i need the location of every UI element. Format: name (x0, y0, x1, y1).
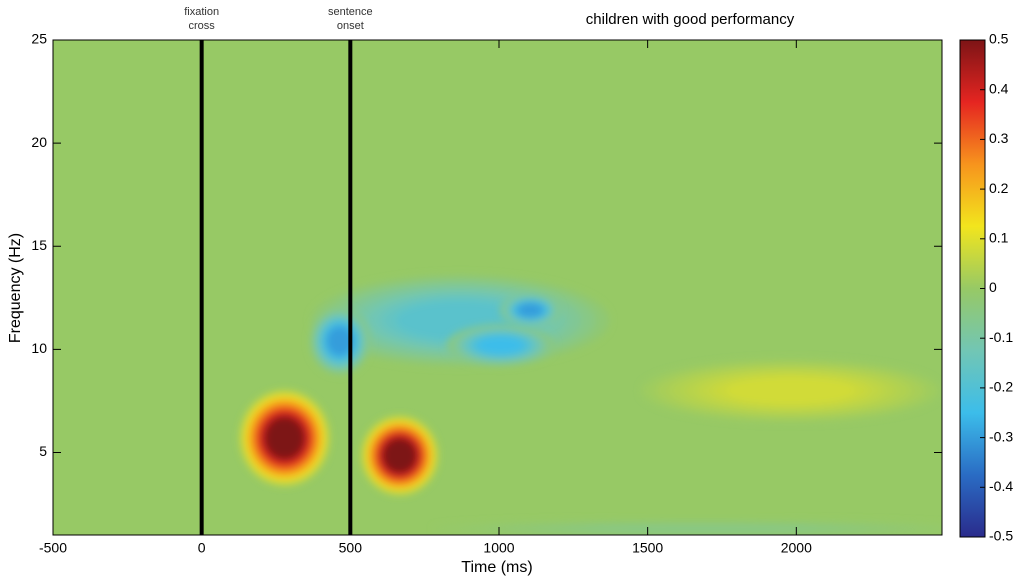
blob-layer (609, 525, 794, 532)
x-tick-label: 500 (339, 540, 363, 556)
blob-layer (269, 421, 300, 455)
y-tick-label: 20 (31, 134, 47, 150)
y-axis-label: Frequency (Hz) (7, 233, 24, 343)
annotation: onset (337, 20, 364, 32)
blob (641, 359, 940, 422)
blob (433, 520, 942, 535)
blob (500, 293, 560, 327)
blob-layer (386, 442, 413, 470)
plot-frame (52, 39, 943, 536)
colorbar-tick-label: -0.4 (989, 478, 1013, 494)
colorbar-tick-label: 0.4 (989, 80, 1009, 96)
colorbar-tick-label: -0.1 (989, 329, 1013, 345)
y-tick-label: 15 (31, 237, 47, 253)
blob-layer (329, 329, 351, 353)
colorbar-tick-label: -0.3 (989, 428, 1013, 444)
annotation: fixation (184, 6, 219, 18)
blob-layer (519, 304, 541, 316)
blob (240, 390, 330, 486)
colorbar-tick-label: -0.2 (989, 379, 1013, 395)
annotation: cross (189, 20, 216, 32)
y-tick-label: 5 (39, 443, 47, 459)
heatmap (53, 40, 942, 535)
colorbar-tick-label: 0 (989, 279, 997, 295)
blob (446, 324, 554, 366)
y-tick-label: 25 (31, 31, 47, 47)
colorbar-tick-label: 0.3 (989, 130, 1009, 146)
blob (361, 416, 438, 495)
annotation: sentence (328, 6, 373, 18)
colorbar-tick-label: 0.1 (989, 230, 1009, 246)
blob-layer (482, 338, 519, 353)
x-tick-label: 1500 (632, 540, 663, 556)
x-tick-label: -500 (39, 540, 67, 556)
y-tick-label: 10 (31, 340, 47, 356)
x-tick-label: 2000 (781, 540, 812, 556)
blob-layer (739, 379, 842, 402)
x-tick-label: 1000 (483, 540, 514, 556)
colorbar-tick-label: 0.2 (989, 180, 1009, 196)
colorbar-tick-label: -0.5 (989, 528, 1013, 544)
blob (310, 308, 370, 375)
chart-title: children with good performancy (586, 11, 795, 28)
x-axis-label: Time (ms) (461, 559, 532, 576)
x-tick-label: 0 (198, 540, 206, 556)
colorbar-tick-label: 0.5 (989, 31, 1009, 47)
